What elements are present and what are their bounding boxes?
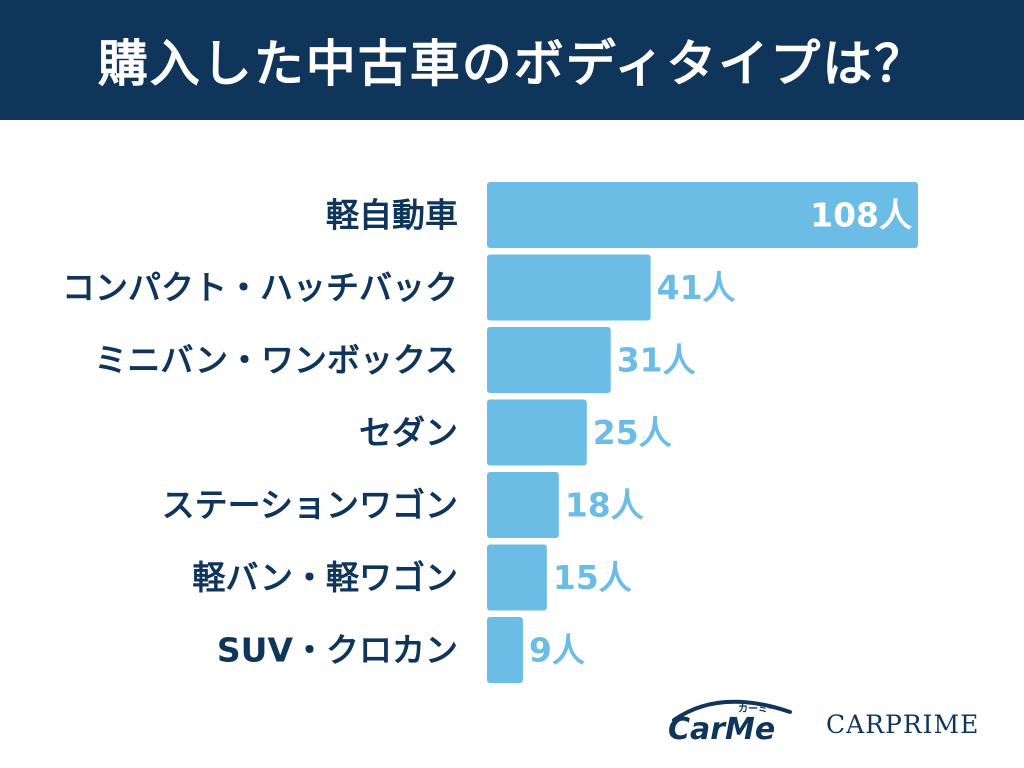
carprime-logo: CARPRIME (826, 710, 980, 739)
value-label: 9人 (529, 631, 585, 670)
category-label: ステーションワゴン (162, 486, 458, 525)
category-label: コンパクト・ハッチバック (62, 268, 458, 307)
bar (487, 182, 918, 248)
bar (487, 399, 587, 466)
category-label: 軽バン・軽ワゴン (192, 558, 458, 597)
category-label: 軽自動車 (326, 196, 458, 235)
bar (487, 254, 651, 321)
value-label: 31人 (617, 341, 696, 380)
title-banner: 購入した中古車のボディタイプは？ (0, 0, 1024, 120)
category-label: ミニバン・ワンボックス (94, 341, 458, 380)
value-label: 25人 (593, 413, 672, 452)
carme-wordmark: CarMe (668, 712, 776, 747)
bar (487, 327, 611, 393)
car-roof-icon (672, 699, 792, 722)
logo-area: カーミー CarMe CARPRIME (660, 690, 1000, 750)
value-label: 18人 (565, 486, 644, 525)
carme-kana: カーミー (738, 704, 778, 715)
bar (487, 544, 547, 611)
value-label: 15人 (553, 558, 632, 597)
value-label: 108人 (810, 196, 912, 235)
bar (487, 617, 523, 683)
bar (487, 472, 559, 538)
chart-title: 購入した中古車のボディタイプは？ (97, 35, 927, 93)
category-label: セダン (359, 413, 458, 452)
value-label: 41人 (657, 268, 736, 307)
carme-logo: カーミー CarMe (660, 690, 810, 750)
category-label: SUV・クロカン (217, 631, 458, 670)
